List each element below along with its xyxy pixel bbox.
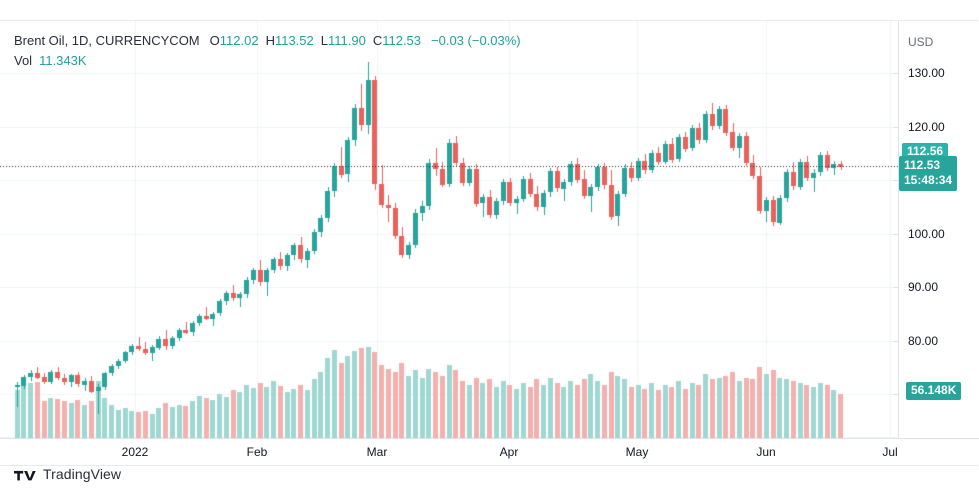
price-tick-mark: [893, 73, 899, 74]
time-axis-label: Apr: [499, 445, 519, 459]
time-axis-label: May: [625, 445, 649, 459]
time-axis-label: Jun: [756, 445, 776, 459]
time-axis-label: 2022: [121, 445, 149, 459]
time-axis-label: Feb: [246, 445, 268, 459]
price-tick-mark: [893, 341, 899, 342]
chart-plot-area[interactable]: [0, 20, 979, 438]
price-tick-label: 120.00: [908, 119, 945, 134]
time-axis-label: Jul: [882, 445, 898, 459]
price-tick-mark: [893, 394, 899, 395]
price-tick-label: 100.00: [908, 226, 945, 241]
candlestick-canvas[interactable]: [0, 20, 979, 438]
tradingview-logo-icon: [14, 470, 36, 481]
tradingview-watermark: TradingView: [14, 466, 121, 482]
price-tick-mark: [893, 127, 899, 128]
volume-badge: 56.148K: [906, 382, 962, 401]
current-price-time: 15:48:34: [904, 173, 953, 188]
price-tick-mark: [893, 234, 899, 235]
time-axis[interactable]: 2022 Feb Mar Apr May Jun Jul: [0, 438, 979, 465]
price-tick-label: 130.00: [908, 66, 945, 80]
price-tick-label: 90.00: [908, 280, 939, 294]
price-tick-mark: [893, 287, 899, 288]
time-axis-label: Mar: [366, 445, 388, 459]
price-axis[interactable]: USD 130.00120.00110.00100.0090.0080.0070…: [893, 20, 979, 455]
price-tick-label: 80.00: [908, 333, 939, 348]
price-axis-currency: USD: [908, 35, 934, 49]
price-tick-mark: [893, 180, 899, 181]
current-price-badge: 112.53 15:48:34: [899, 156, 958, 192]
tradingview-brand-text: TradingView: [43, 466, 122, 482]
current-price-value: 112.53: [904, 158, 941, 173]
